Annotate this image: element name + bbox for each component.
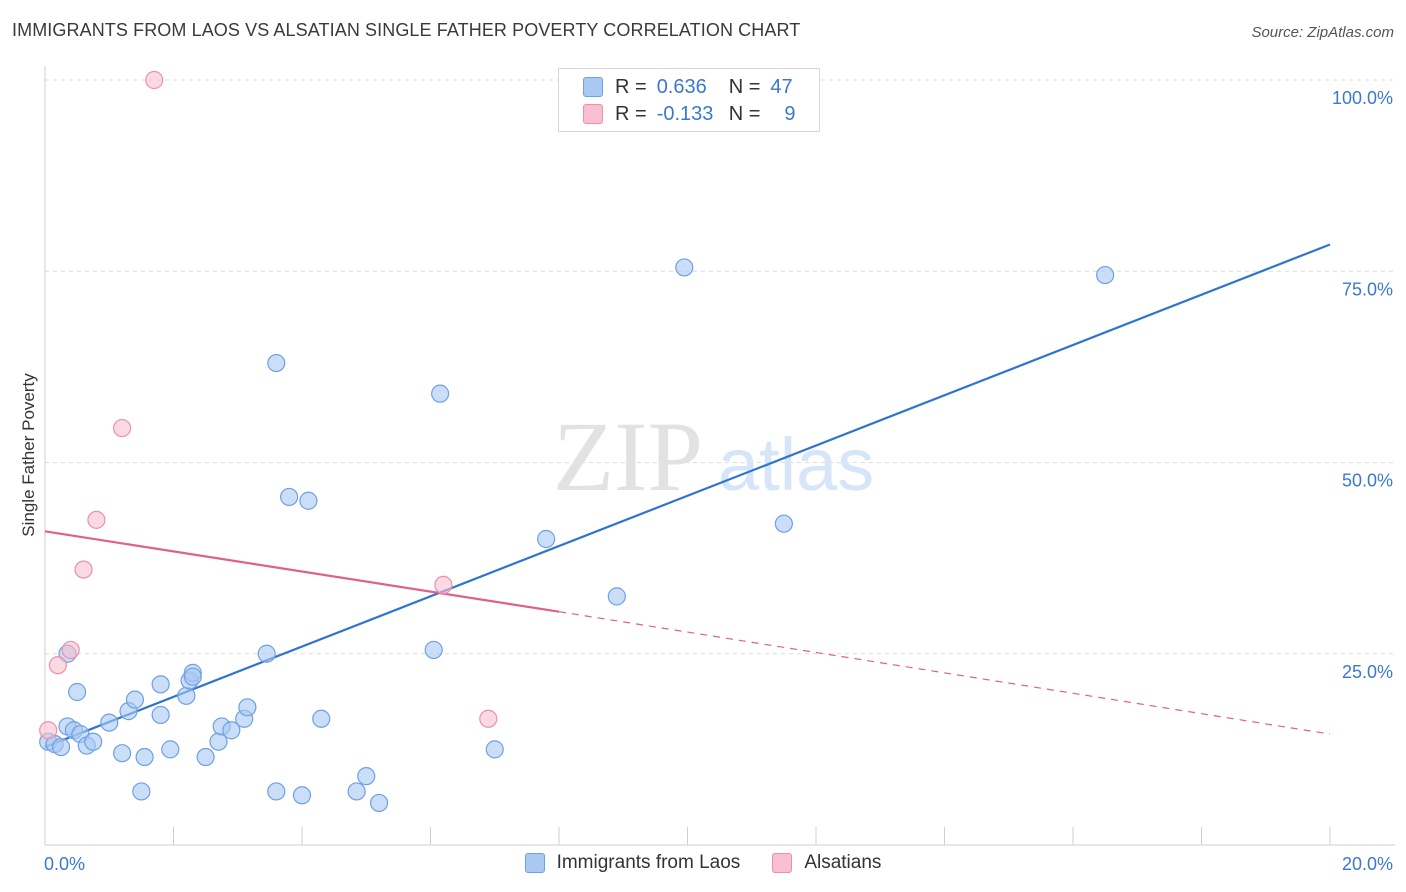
point-alsatians [112, 418, 132, 438]
stats-legend-row-alsatians: R = -0.133 N = 9 [583, 102, 796, 126]
laos-swatch [583, 77, 603, 97]
point-laos [161, 740, 180, 759]
point-laos [238, 698, 257, 717]
legend-item-laos: Immigrants from Laos [524, 852, 741, 874]
point-laos [675, 258, 694, 277]
point-laos [135, 747, 154, 767]
legend-label-laos: Immigrants from Laos [556, 852, 741, 873]
point-laos [267, 353, 286, 373]
series-legend: Immigrants from Laos Alsatians [0, 852, 1406, 874]
data-points [39, 70, 1115, 813]
trend-line-alsatians [44, 530, 560, 613]
n-label: N = [728, 75, 761, 98]
tick-labels: 100.0% 75.0% 50.0% 25.0% 0.0% 20.0% [44, 88, 1393, 874]
y-tick-label: 100.0% [1332, 88, 1393, 108]
point-laos [125, 690, 145, 709]
point-laos [112, 744, 132, 763]
r-label: R = [615, 102, 647, 125]
stats-legend: R = 0.636 N = 47 R = -0.133 N = 9 [558, 68, 820, 132]
gridlines [45, 79, 1395, 655]
point-laos [51, 737, 71, 757]
watermark-zip: ZIP [553, 401, 703, 512]
point-laos [151, 705, 170, 725]
r-label: R = [615, 75, 647, 98]
y-axis-label: Single Father Poverty [19, 373, 38, 537]
stats-legend-row-laos: R = 0.636 N = 47 [583, 75, 793, 99]
point-laos [177, 686, 196, 705]
point-alsatians [61, 640, 80, 660]
point-laos [257, 644, 276, 663]
legend-item-alsatians: Alsatians [772, 852, 881, 874]
point-laos [1096, 265, 1115, 285]
x-tick-label: 20.0% [1342, 854, 1393, 874]
point-alsatians [434, 575, 453, 595]
chart-source: Source: ZipAtlas.com [1251, 24, 1394, 41]
alsatians-swatch [583, 104, 603, 124]
point-laos [299, 491, 318, 510]
watermark-atlas: atlas [718, 423, 874, 506]
n-label: N = [728, 102, 761, 125]
legend-label-alsatians: Alsatians [804, 852, 882, 873]
point-laos [100, 713, 119, 732]
point-laos [607, 587, 626, 606]
point-alsatians [48, 656, 67, 675]
trend-lines [44, 243, 1331, 749]
point-laos [424, 640, 443, 660]
x-tick-label: 0.0% [44, 854, 85, 874]
laos-legend-swatch [524, 853, 545, 873]
point-laos [347, 782, 366, 801]
axes [44, 66, 1395, 846]
point-laos [151, 675, 170, 694]
point-laos [537, 529, 556, 549]
r-value: -0.133 [656, 102, 714, 125]
point-laos [357, 767, 376, 786]
chart-title: IMMIGRANTS FROM LAOS VS ALSATIAN SINGLE … [12, 20, 801, 40]
point-laos [431, 384, 450, 403]
point-laos [280, 487, 299, 507]
point-alsatians [479, 709, 498, 728]
point-laos [292, 786, 312, 805]
r-value: 0.636 [656, 75, 707, 98]
point-laos [370, 793, 389, 813]
point-laos [222, 721, 241, 740]
watermark: ZIP atlas [553, 401, 874, 512]
alsatians-legend-swatch [772, 853, 793, 873]
n-value: 47 [770, 75, 793, 98]
point-laos [68, 682, 87, 702]
point-alsatians [74, 560, 93, 579]
point-laos [183, 667, 202, 686]
n-value: 9 [784, 102, 796, 125]
point-laos [84, 732, 103, 751]
point-laos [132, 782, 151, 801]
trend-line-laos [44, 243, 1331, 749]
point-laos [267, 782, 286, 801]
y-tick-label: 75.0% [1342, 279, 1393, 299]
point-laos [196, 747, 215, 767]
y-tick-label: 50.0% [1342, 471, 1393, 491]
point-laos [485, 740, 504, 759]
trend-line-extension [558, 611, 1331, 735]
y-tick-label: 25.0% [1342, 662, 1393, 682]
point-alsatians [39, 721, 58, 740]
point-laos [774, 514, 793, 533]
point-alsatians [145, 70, 164, 90]
point-laos [312, 709, 331, 728]
point-alsatians [87, 510, 106, 529]
